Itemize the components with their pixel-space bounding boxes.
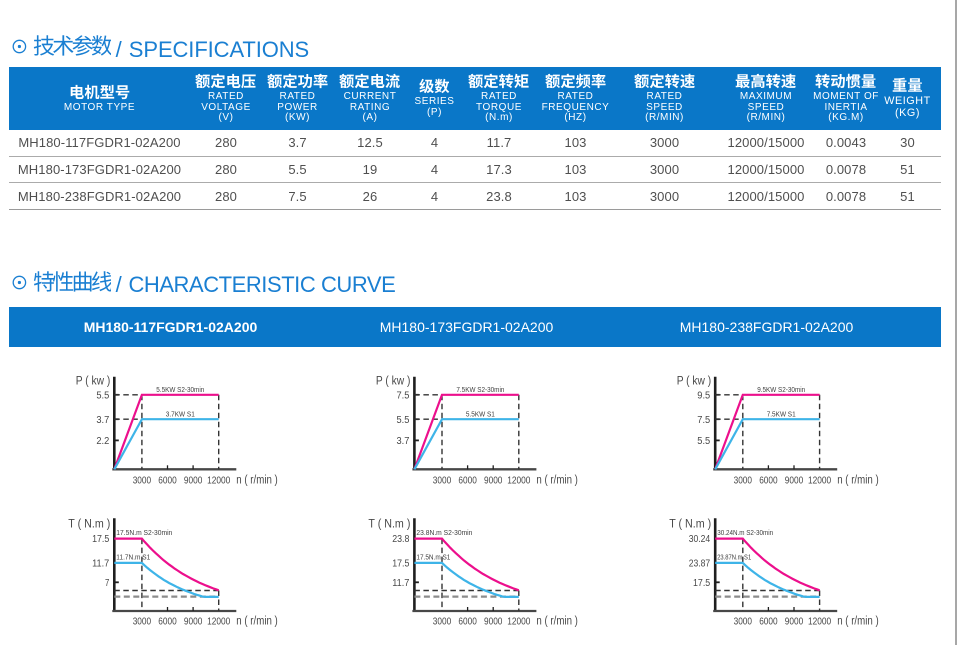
svg-text:17.5: 17.5 — [92, 534, 110, 545]
svg-text:9.5: 9.5 — [697, 390, 710, 401]
svg-text:6000: 6000 — [158, 617, 177, 628]
svg-text:n ( r/min ): n ( r/min ) — [837, 475, 879, 487]
svg-text:P ( kw ): P ( kw ) — [76, 375, 111, 387]
svg-text:11.7N.m S1: 11.7N.m S1 — [116, 555, 150, 562]
svg-text:17.5N.m S2-30min: 17.5N.m S2-30min — [116, 530, 172, 537]
svg-text:2.2: 2.2 — [96, 436, 109, 447]
svg-text:11.7: 11.7 — [92, 559, 110, 570]
svg-text:7.5KW S2-30min: 7.5KW S2-30min — [456, 387, 504, 394]
svg-text:9000: 9000 — [484, 476, 503, 487]
svg-text:T ( N.m ): T ( N.m ) — [368, 518, 410, 530]
svg-text:P ( kw ): P ( kw ) — [677, 375, 712, 387]
svg-text:5.5: 5.5 — [697, 436, 710, 447]
svg-text:T ( N.m ): T ( N.m ) — [669, 518, 711, 530]
svg-text:6000: 6000 — [759, 476, 778, 487]
svg-text:P ( kw ): P ( kw ) — [376, 375, 411, 387]
svg-text:30.24: 30.24 — [689, 534, 711, 545]
svg-text:9000: 9000 — [785, 617, 804, 628]
svg-text:12000: 12000 — [808, 617, 832, 628]
svg-text:3.7KW S1: 3.7KW S1 — [166, 412, 195, 419]
svg-text:6000: 6000 — [759, 617, 778, 628]
svg-text:5.5KW S1: 5.5KW S1 — [466, 412, 495, 419]
svg-text:3.7: 3.7 — [397, 436, 410, 447]
svg-text:12000: 12000 — [507, 476, 531, 487]
svg-text:3000: 3000 — [433, 617, 452, 628]
svg-text:23.8: 23.8 — [392, 534, 410, 545]
svg-text:17.5: 17.5 — [693, 578, 711, 589]
svg-text:7.5: 7.5 — [397, 390, 410, 401]
svg-text:5.5: 5.5 — [397, 415, 410, 426]
svg-text:3.7: 3.7 — [96, 415, 109, 426]
svg-text:5.5: 5.5 — [96, 390, 109, 401]
svg-text:3000: 3000 — [433, 476, 452, 487]
svg-text:n ( r/min ): n ( r/min ) — [236, 616, 278, 628]
svg-text:17.5N.m S1: 17.5N.m S1 — [416, 555, 450, 562]
svg-text:3000: 3000 — [734, 617, 753, 628]
svg-text:T ( N.m ): T ( N.m ) — [68, 518, 110, 530]
svg-text:n ( r/min ): n ( r/min ) — [536, 475, 578, 487]
svg-text:7.5KW S1: 7.5KW S1 — [767, 412, 796, 419]
svg-text:3000: 3000 — [734, 476, 753, 487]
svg-text:30.24N.m S2-30min: 30.24N.m S2-30min — [717, 530, 773, 537]
svg-text:3000: 3000 — [133, 476, 152, 487]
svg-text:9000: 9000 — [184, 617, 203, 628]
svg-text:5.5KW S2-30min: 5.5KW S2-30min — [156, 387, 204, 394]
svg-text:9000: 9000 — [484, 617, 503, 628]
svg-text:12000: 12000 — [207, 617, 231, 628]
svg-text:11.7: 11.7 — [392, 578, 410, 589]
svg-text:9000: 9000 — [785, 476, 804, 487]
svg-text:17.5: 17.5 — [392, 559, 410, 570]
svg-text:9.5KW S2-30min: 9.5KW S2-30min — [757, 387, 805, 394]
svg-text:n ( r/min ): n ( r/min ) — [536, 616, 578, 628]
svg-text:12000: 12000 — [507, 617, 531, 628]
svg-text:3000: 3000 — [133, 617, 152, 628]
svg-text:23.87: 23.87 — [689, 559, 711, 570]
svg-text:6000: 6000 — [158, 476, 177, 487]
svg-text:12000: 12000 — [207, 476, 231, 487]
svg-text:n ( r/min ): n ( r/min ) — [236, 475, 278, 487]
svg-text:7: 7 — [105, 578, 110, 589]
svg-text:23.87N.m S1: 23.87N.m S1 — [717, 555, 751, 562]
svg-text:7.5: 7.5 — [697, 415, 710, 426]
svg-text:n ( r/min ): n ( r/min ) — [837, 616, 879, 628]
svg-text:12000: 12000 — [808, 476, 832, 487]
svg-text:23.8N.m S2-30min: 23.8N.m S2-30min — [416, 530, 472, 537]
svg-text:9000: 9000 — [184, 476, 203, 487]
svg-text:6000: 6000 — [458, 617, 477, 628]
svg-text:6000: 6000 — [458, 476, 477, 487]
